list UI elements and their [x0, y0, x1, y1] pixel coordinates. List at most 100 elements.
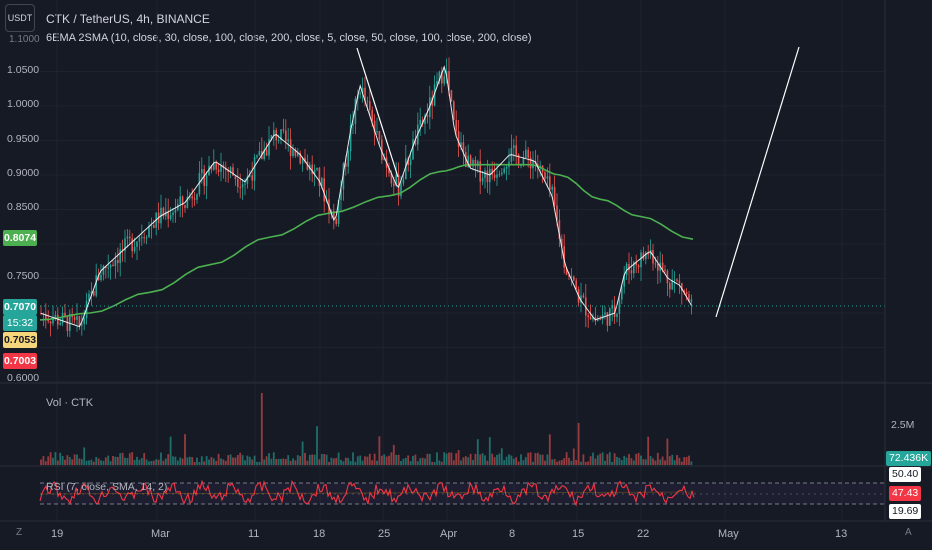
candle-body	[546, 176, 549, 179]
volume-bar	[220, 458, 222, 465]
candle-body	[349, 125, 352, 152]
volume-bar	[462, 457, 465, 465]
candle-body	[359, 93, 361, 95]
time-tick: 15	[572, 528, 585, 540]
candle-body	[625, 263, 628, 276]
volume-bar	[131, 452, 134, 465]
volume-bar	[464, 456, 467, 465]
zoom-button[interactable]: Z	[16, 527, 23, 538]
volume-bar	[517, 461, 520, 465]
candle-body	[678, 280, 681, 284]
candle-body	[88, 293, 90, 301]
candle-body	[558, 219, 561, 239]
candle-body	[49, 321, 52, 324]
candle-body	[107, 267, 109, 269]
volume-bar	[640, 455, 642, 465]
candle-body	[599, 319, 601, 321]
volume-bar	[313, 454, 316, 465]
volume-label[interactable]: Vol · CTK	[46, 397, 94, 409]
volume-bar	[325, 454, 328, 465]
volume-bar	[100, 460, 102, 465]
volume-bar	[361, 460, 364, 465]
volume-bar	[340, 459, 342, 465]
volume-bar	[318, 459, 321, 465]
candle-body	[59, 323, 61, 325]
sma-value-tag: 0.8074	[3, 230, 37, 246]
candle-body	[565, 267, 568, 275]
volume-bar	[460, 460, 462, 465]
volume-bar	[83, 447, 86, 465]
rsi-upper-tag: 50.40	[889, 467, 922, 482]
rsi-line	[39, 479, 695, 507]
volume-bar	[654, 460, 657, 465]
volume-bar	[484, 455, 486, 465]
candle-body	[181, 196, 184, 206]
volume-bar	[287, 455, 290, 465]
volume-bar	[248, 456, 251, 465]
candle-body	[587, 315, 589, 318]
volume-bar	[232, 457, 234, 465]
volume-bar	[560, 460, 563, 465]
unit-button[interactable]: USDT	[5, 4, 35, 32]
volume-bar	[637, 452, 640, 465]
candle-body	[289, 139, 292, 156]
volume-bar	[529, 452, 532, 465]
candle-body	[681, 283, 683, 291]
auto-scale-button[interactable]: A	[905, 527, 912, 538]
volume-bar	[397, 454, 400, 465]
volume-bar	[140, 458, 143, 465]
volume-bar	[445, 453, 448, 465]
candle-body	[585, 297, 587, 316]
volume-bar	[184, 434, 186, 465]
volume-bar	[680, 461, 683, 465]
volume-bar	[335, 458, 338, 465]
volume-bar	[239, 452, 242, 465]
volume-bar	[620, 460, 623, 465]
candle-body	[141, 237, 143, 239]
candle-body	[618, 299, 621, 314]
candle-body	[513, 145, 515, 148]
volume-bar	[174, 456, 177, 465]
volume-bar	[671, 454, 674, 465]
candle-body	[299, 152, 301, 164]
volume-bar	[676, 455, 678, 465]
rsi-label[interactable]: RSI (7, close, SMA, 14, 2)	[46, 481, 168, 493]
volume-bar	[244, 460, 246, 465]
volume-bar	[352, 452, 354, 465]
volume-bar	[488, 437, 491, 465]
candle-body	[580, 295, 582, 303]
volume-bar	[436, 452, 438, 465]
volume-bar	[260, 393, 263, 465]
price-tick: 0.8500	[7, 201, 40, 213]
candle-body	[179, 196, 181, 205]
volume-bar	[604, 460, 606, 465]
candle-body	[493, 174, 496, 178]
candle-body	[397, 174, 400, 197]
volume-bar	[512, 458, 515, 465]
price-tick-top: 1.1000	[9, 34, 40, 45]
candle-body	[253, 157, 256, 181]
volume-bar	[536, 452, 539, 465]
candle-body	[215, 162, 217, 170]
candle-body	[76, 316, 78, 320]
volume-bar	[42, 456, 45, 465]
volume-bar	[688, 455, 690, 465]
candle-body	[112, 264, 114, 267]
candle-body	[167, 211, 169, 219]
volume-bar	[647, 436, 650, 465]
volume-bar	[673, 460, 676, 465]
volume-bar	[402, 458, 405, 465]
volume-bar	[366, 456, 369, 465]
candle-body	[352, 123, 354, 126]
volume-bar	[632, 460, 635, 465]
candle-body	[575, 280, 577, 290]
volume-bar	[263, 459, 266, 465]
indicator-legend[interactable]: 6EMA 2SMA (10, close, 30, close, 100, cl…	[46, 32, 532, 44]
candle-body	[222, 164, 225, 168]
volume-bar	[188, 456, 191, 465]
volume-bar	[661, 456, 664, 465]
rsi-value-tag: 47.43	[889, 486, 922, 501]
candle-body	[345, 163, 347, 167]
candle-body	[66, 316, 69, 331]
